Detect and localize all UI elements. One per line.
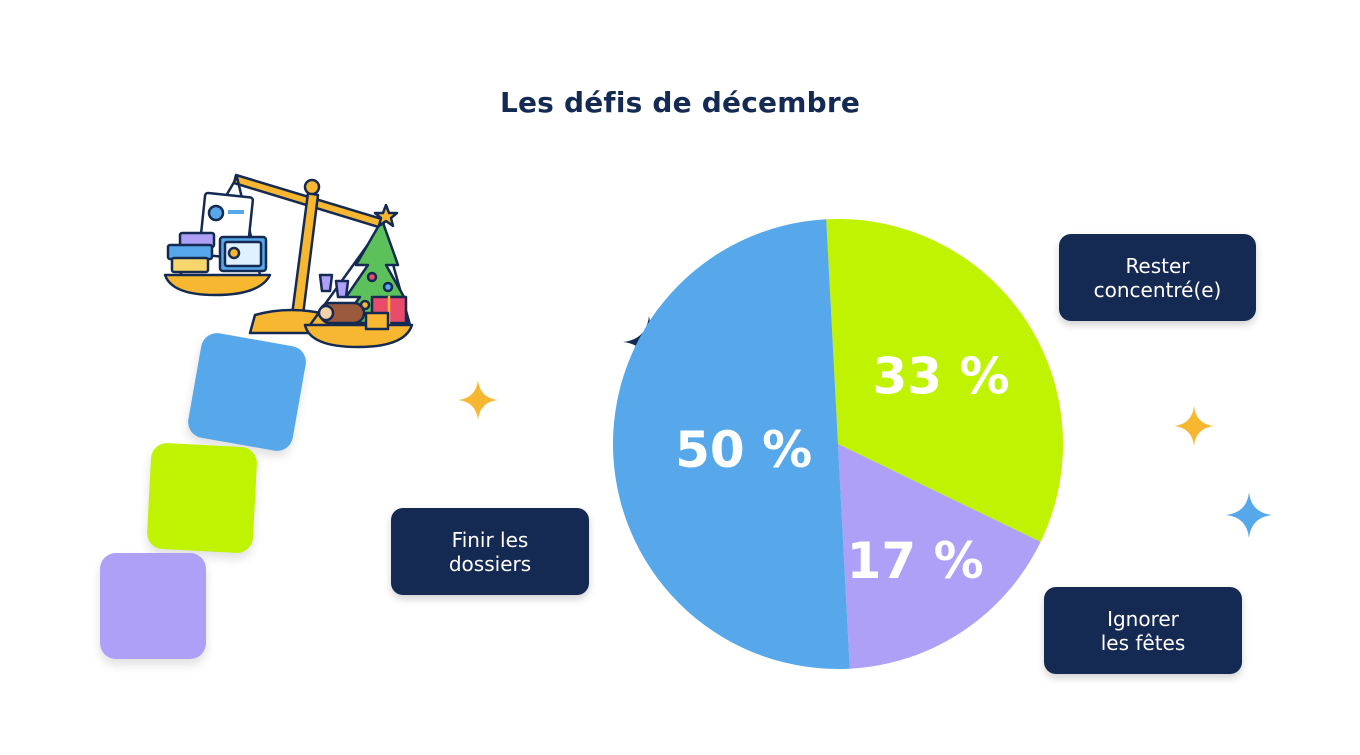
pie-slice [826,219,1064,542]
chart-title: Les défis de décembre [499,86,861,119]
slice-value-label: 33 % [873,348,1010,406]
legend-label: Rester concentré(e) [1093,253,1222,302]
pie-slice [838,444,1041,669]
legend-callout-ignorer-les-fetes: Ignorer les fêtes [1044,587,1242,674]
slice-value-label: 50 % [675,421,812,479]
legend-label: Ignorer les fêtes [1100,606,1186,655]
gold-sparkle-icon [1174,406,1214,446]
pie-slice [613,219,850,669]
legend-callout-finir-les-dossiers: Finir les dossiers [391,508,589,595]
gold-sparkle-icon [458,380,498,420]
slice-value-label: 17 % [847,532,984,590]
legend-callout-rester-concentre: Rester concentré(e) [1059,234,1256,321]
blue-sparkle-icon [1226,492,1272,538]
lavender-tile [100,553,206,659]
legend-label: Finir les dossiers [448,527,532,576]
scale-balancing-work-and-christmas-icon [163,173,414,349]
